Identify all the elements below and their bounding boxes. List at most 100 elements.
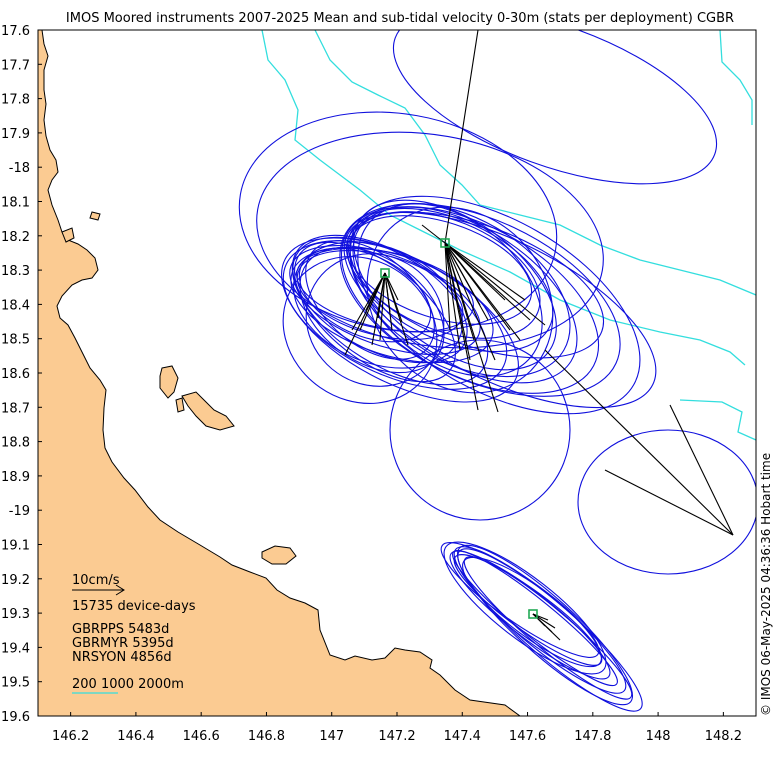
x-tick-label: 147.8	[574, 729, 611, 744]
mainland-coast	[38, 30, 521, 716]
scale-label: 10cm/s	[72, 573, 120, 588]
site-markers	[380, 238, 538, 619]
isobath-1000	[314, 30, 756, 296]
site-marker-gbrmyr	[440, 238, 450, 248]
velocity-arrow	[604, 469, 734, 536]
velocity-arrow	[544, 349, 734, 536]
site-legend-nrsyon: NRSYON 4856d	[72, 650, 172, 665]
x-tick-label: 148.2	[705, 729, 742, 744]
y-tick-label: 18.2	[1, 230, 30, 245]
x-tick-label: 147.6	[509, 729, 546, 744]
velocity-arrow	[444, 242, 461, 351]
y-tick-label: -18	[9, 161, 30, 176]
velocity-arrow	[444, 242, 506, 301]
y-tick-label: 19.5	[1, 676, 30, 691]
velocity-ellipse	[282, 256, 438, 404]
y-tick-label: 17.7	[1, 58, 30, 73]
isobath-2000	[719, 30, 753, 125]
device-days-label: 15735 device-days	[72, 599, 196, 614]
island-palm-2	[181, 391, 235, 431]
y-tick-label: 18.3	[1, 264, 30, 279]
velocity-arrow	[444, 242, 521, 341]
velocity-ellipse	[345, 211, 605, 359]
mean-velocity-arrows	[344, 30, 734, 641]
x-tick-label: 146.6	[183, 729, 220, 744]
x-tick-label: 146.4	[117, 729, 154, 744]
velocity-ellipses	[238, 30, 756, 712]
velocity-ellipse	[349, 211, 541, 339]
velocity-ellipse	[347, 215, 533, 325]
velocity-arrow	[351, 272, 386, 331]
velocity-ellipse	[366, 206, 554, 394]
velocity-ellipse	[339, 203, 621, 397]
velocity-ellipse	[256, 131, 604, 349]
velocity-arrow	[377, 272, 386, 319]
velocity-ellipse	[452, 549, 618, 687]
velocity-ellipse	[238, 111, 558, 333]
y-tick-label: 18.8	[1, 436, 30, 451]
island-small-1	[175, 397, 185, 413]
timestamp: © IMOS 06-May-2025 04:36:36 Hobart time	[759, 453, 773, 716]
velocity-ellipse	[463, 556, 633, 700]
velocity-arrow	[379, 272, 386, 341]
isobath-legend-label: 200 1000 2000m	[72, 677, 184, 692]
x-tick-label: 147.2	[378, 729, 415, 744]
velocity-ellipse	[296, 249, 464, 341]
y-tick-label: 17.8	[1, 93, 30, 108]
velocity-arrow	[444, 242, 475, 341]
x-tick-label: 147	[319, 729, 344, 744]
velocity-ellipse	[443, 541, 607, 675]
velocity-arrow	[365, 272, 386, 311]
scale-arrow-head	[115, 584, 125, 596]
x-axis-ticks: 146.2 146.4 146.6 146.8 147 147.2 147.4 147.6 14…	[52, 712, 742, 744]
island-magnetic	[261, 545, 297, 565]
x-tick-label: 146.8	[248, 729, 285, 744]
velocity-ellipse	[305, 240, 435, 360]
velocity-arrow	[669, 404, 734, 536]
y-tick-label: 18.1	[1, 196, 30, 211]
site-legend-gbrpps: GBRPPS 5483d	[72, 622, 169, 637]
map-title: IMOS Moored instruments 2007-2025 Mean a…	[66, 11, 734, 26]
y-tick-label: 19.4	[1, 641, 30, 656]
x-tick-label: 148	[646, 729, 671, 744]
velocity-arrow	[444, 242, 546, 326]
y-tick-label: 18.5	[1, 333, 30, 348]
y-tick-label: 18.7	[1, 401, 30, 416]
island-small-3	[89, 211, 101, 221]
y-tick-label: 18.9	[1, 470, 30, 485]
legend: 10cm/s 15735 device-days GBRPPS 5483d GB…	[72, 573, 196, 694]
island-small-2	[61, 227, 75, 243]
velocity-arrow	[384, 272, 409, 346]
x-tick-label: 146.2	[52, 729, 89, 744]
velocity-arrow	[444, 242, 451, 331]
x-tick-label: 147.4	[444, 729, 481, 744]
velocity-ellipse	[289, 245, 481, 355]
site-marker-gbrpps	[380, 268, 390, 278]
y-tick-label: 17.9	[1, 127, 30, 142]
y-tick-label: 19.6	[1, 710, 30, 725]
velocity-arrow	[444, 242, 481, 306]
island-palm-1	[159, 365, 179, 399]
y-tick-label: 19.2	[1, 573, 30, 588]
y-axis-ticks: 17.6 17.7 17.8 17.9 -18 18.1 18.2 18.3 18.4 18.5 1…	[1, 24, 42, 725]
site-legend-gbrmyr: GBRMYR 5395d	[72, 636, 174, 651]
velocity-ellipse	[298, 247, 432, 343]
y-tick-label: 18.4	[1, 298, 30, 313]
y-tick-label: -19	[9, 504, 30, 519]
velocity-ellipse	[352, 206, 578, 384]
velocity-arrow	[444, 30, 479, 244]
y-tick-label: 19.1	[1, 539, 30, 554]
velocity-ellipse	[340, 206, 600, 394]
site-marker-nrsyon	[528, 609, 538, 619]
velocity-arrow	[444, 242, 496, 361]
velocity-arrow	[444, 242, 471, 361]
y-tick-label: 19.3	[1, 607, 30, 622]
velocity-arrow	[444, 242, 526, 301]
isobath-2000-b	[679, 399, 756, 441]
velocity-ellipse	[577, 429, 756, 575]
velocity-ellipse	[343, 211, 657, 409]
velocity-ellipse	[389, 339, 571, 521]
velocity-arrow	[532, 613, 546, 627]
y-tick-label: 18.6	[1, 367, 30, 382]
